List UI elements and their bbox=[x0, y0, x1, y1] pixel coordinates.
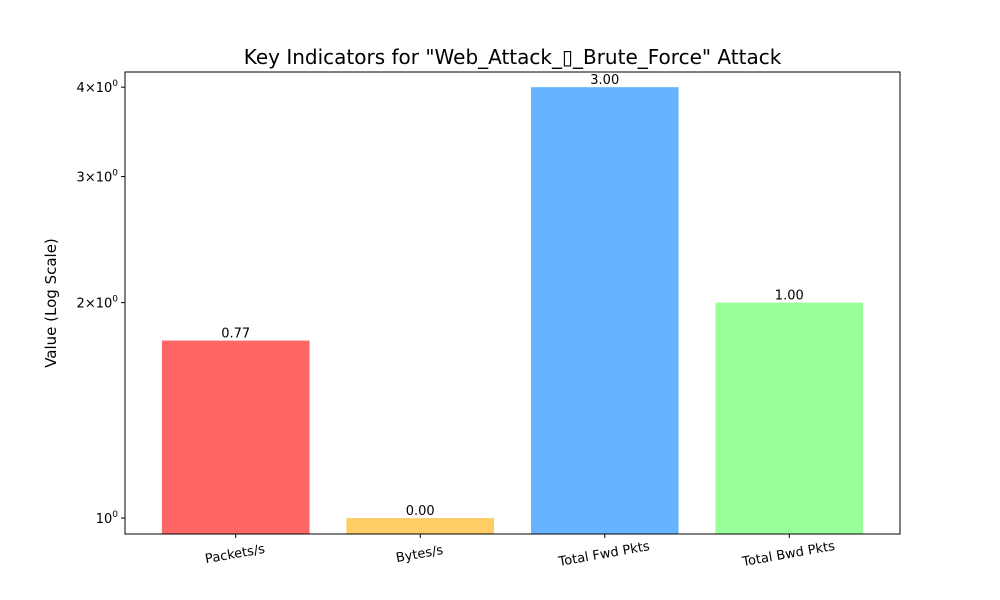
bar-data-label: 0.77 bbox=[221, 327, 250, 342]
bar-data-label: 3.00 bbox=[590, 73, 619, 88]
y-tick-label: 100 bbox=[96, 510, 119, 527]
bar bbox=[161, 340, 310, 534]
bar bbox=[346, 518, 495, 534]
y-tick-label: 2×100 bbox=[77, 295, 119, 312]
bar-data-label: 1.00 bbox=[775, 289, 804, 304]
bars-layer bbox=[161, 87, 864, 534]
bar-data-label: 0.00 bbox=[406, 504, 435, 519]
x-tick-label: Total Bwd Pkts bbox=[740, 539, 836, 570]
x-tick-label: Bytes/s bbox=[395, 543, 445, 566]
x-tick-label: Packets/s bbox=[204, 542, 266, 567]
y-tick-label: 3×100 bbox=[77, 169, 119, 186]
y-ticks-layer: 100 2×100 3×100 4×100 bbox=[77, 79, 125, 527]
bar bbox=[715, 302, 864, 534]
bar bbox=[530, 87, 679, 534]
y-axis-label: Value (Log Scale) bbox=[42, 238, 60, 368]
y-tick-label: 4×100 bbox=[77, 79, 119, 96]
data-labels-layer: 0.77 0.00 3.00 1.00 bbox=[221, 73, 804, 519]
chart-title: Key Indicators for "Web_Attack_▯_Brute_F… bbox=[244, 45, 782, 69]
x-ticks-layer: Packets/s Bytes/s Total Fwd Pkts Total Bwd … bbox=[204, 534, 836, 570]
plot-frame bbox=[124, 71, 901, 535]
x-tick-label: Total Fwd Pkts bbox=[556, 539, 651, 570]
